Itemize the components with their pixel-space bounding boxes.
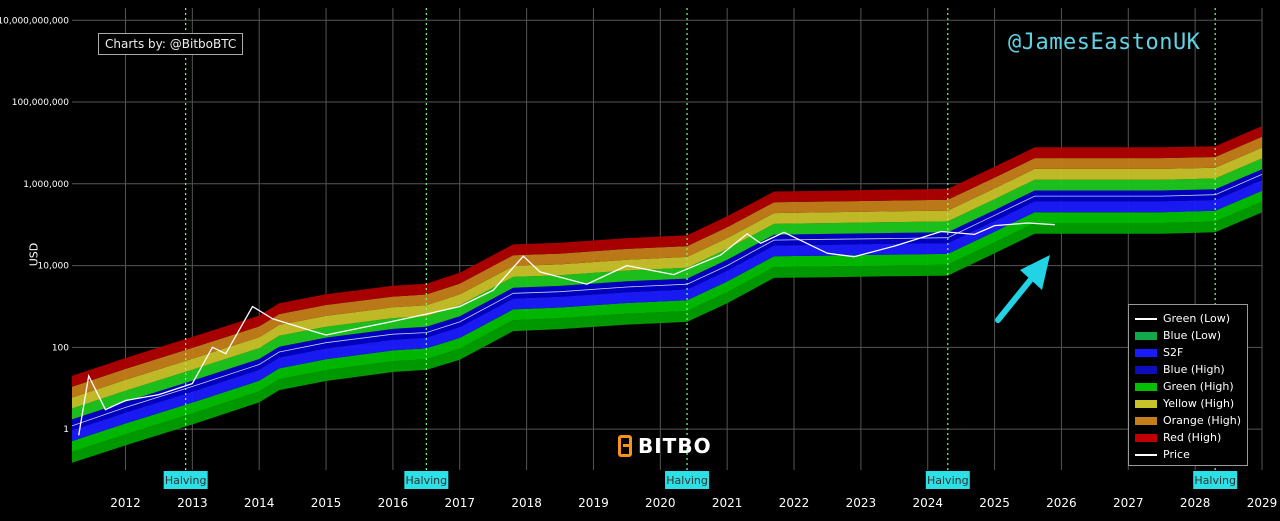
legend-label: Green (High) [1163,380,1234,393]
halving-tag [925,471,970,489]
y-tick-label: 100 [52,343,69,353]
legend-label: S2F [1163,346,1184,359]
rainbow-band [72,169,1262,431]
x-tick-label: 2014 [244,496,275,510]
legend-item: Red (High) [1135,429,1247,446]
x-tick-label: 2015 [311,496,342,510]
legend-item: Blue (High) [1135,361,1247,378]
halving-label: Halving [406,474,448,487]
halving-label: Halving [927,474,969,487]
price-line [78,222,1055,436]
legend-label: Blue (High) [1163,363,1225,376]
y-tick-label: 1,000,000 [23,180,69,190]
x-tick-label: 2012 [110,496,141,510]
x-tick-label: 2018 [511,496,542,510]
legend-item: Green (Low) [1135,310,1247,327]
x-tick-label: 2016 [378,496,409,510]
bitbo-logo: BITBO [618,434,712,458]
legend-item: Blue (Low) [1135,327,1247,344]
legend: Green (Low) Blue (Low) S2F Blue (High) Green… [1128,304,1248,466]
legend-label: Blue (Low) [1163,329,1222,342]
rainbow-band [72,201,1262,463]
halving-label: Halving [666,474,708,487]
halving-label: Halving [165,474,207,487]
legend-swatch [1135,416,1157,425]
halving-label: Halving [1194,474,1236,487]
legend-item: S2F [1135,344,1247,361]
x-tick-label: 2025 [979,496,1010,510]
x-tick-label: 2013 [177,496,208,510]
y-tick-label: 100,000,000 [12,98,70,108]
s2f-line [71,174,1263,427]
x-tick-label: 2017 [444,496,475,510]
legend-swatch [1135,331,1157,340]
legend-swatch [1135,382,1157,391]
chart-credit: Charts by: @BitboBTC [98,33,244,55]
legend-swatch [1135,348,1157,357]
x-tick-label: 2023 [846,496,877,510]
legend-item: Yellow (High) [1135,395,1247,412]
rainbow-band [72,180,1262,442]
halving-tag [404,471,449,489]
legend-swatch [1135,365,1157,374]
rainbow-band [72,158,1262,420]
x-tick-label: 2024 [912,496,943,510]
x-tick-label: 2027 [1113,496,1144,510]
legend-label: Orange (High) [1163,414,1242,427]
legend-label: Price [1163,448,1190,461]
rainbow-band [72,147,1262,409]
rainbow-band [72,126,1262,387]
rainbow-band [72,190,1262,452]
y-tick-label: 10,000 [38,262,70,272]
annotation-arrowhead [1020,255,1050,290]
legend-label: Green (Low) [1163,312,1231,325]
halving-tag [665,471,710,489]
author-handle: @JamesEastonUK [1008,30,1201,55]
y-tick-label: 10,000,000,000 [0,16,69,26]
x-tick-label: 2028 [1180,496,1211,510]
legend-swatch [1135,453,1157,456]
x-tick-label: 2029 [1247,496,1278,510]
annotation-arrow [995,275,1035,323]
legend-label: Red (High) [1163,431,1222,444]
y-axis-label: USD [27,242,41,267]
legend-label: Yellow (High) [1163,397,1235,410]
rainbow-band [72,136,1262,398]
x-tick-label: 2019 [578,496,609,510]
legend-swatch [1135,399,1157,408]
legend-swatch [1135,433,1157,442]
legend-swatch [1135,317,1157,320]
x-tick-label: 2021 [712,496,743,510]
halving-tag [1193,471,1238,489]
x-tick-label: 2020 [645,496,676,510]
halving-tag [163,471,208,489]
legend-item: Green (High) [1135,378,1247,395]
bitbo-logo-text: BITBO [638,434,712,458]
x-tick-label: 2026 [1046,496,1077,510]
legend-item: Price [1135,446,1247,463]
bitbo-logo-icon [618,435,632,457]
x-tick-label: 2022 [779,496,810,510]
legend-item: Orange (High) [1135,412,1247,429]
y-tick-label: 1 [63,425,69,435]
